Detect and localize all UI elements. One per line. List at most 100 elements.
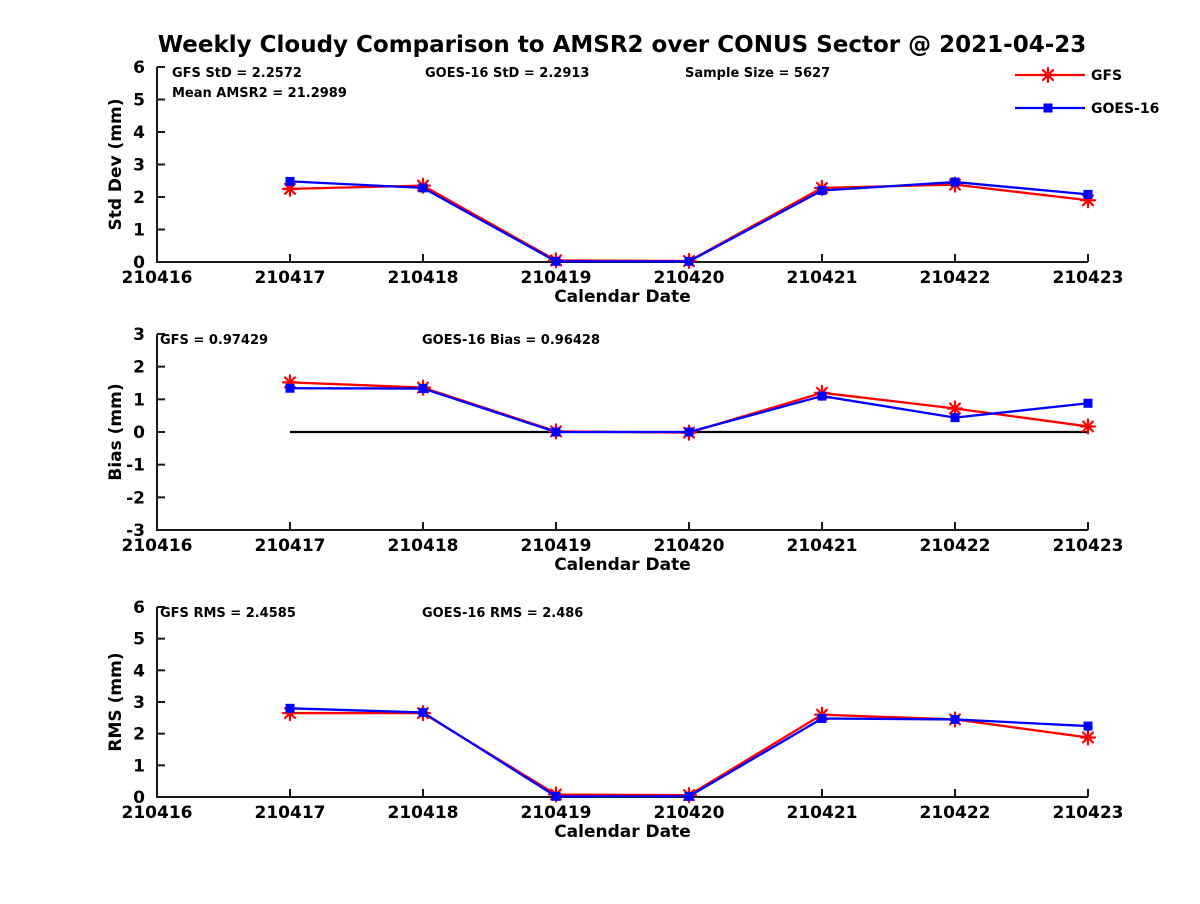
x-tick-label: 210423 — [1053, 536, 1124, 556]
marker-goes-16-210418 — [418, 707, 428, 717]
marker-goes-16-210421 — [817, 713, 827, 723]
x-axis-label: Calendar Date — [554, 555, 691, 575]
annotation: GFS RMS = 2.4585 — [160, 606, 296, 621]
series-goes-16 — [285, 383, 1093, 437]
y-tick-label: 4 — [133, 123, 145, 143]
x-tick-label: 210421 — [787, 803, 858, 823]
x-axis-label: Calendar Date — [554, 822, 691, 842]
marker-goes-16-210423 — [1083, 398, 1093, 408]
marker-goes-16-210423 — [1083, 189, 1093, 199]
x-tick-label: 210423 — [1053, 268, 1124, 288]
x-tick-label: 210417 — [255, 803, 326, 823]
x-tick-label: 210418 — [388, 536, 459, 556]
marker-goes-16-210417 — [285, 176, 295, 186]
x-tick-label: 210416 — [122, 536, 193, 556]
annotation: GOES-16 Bias = 0.96428 — [422, 333, 600, 348]
y-tick-label: 2 — [133, 725, 145, 745]
legend-marker-square — [1043, 103, 1053, 113]
x-tick-label: 210420 — [654, 536, 725, 556]
y-tick-label: 6 — [133, 58, 145, 78]
y-tick-label: 0 — [133, 423, 145, 443]
x-tick-label: 210418 — [388, 268, 459, 288]
marker-goes-16-210422 — [950, 177, 960, 187]
series-gfs — [281, 176, 1097, 270]
y-axis-label: Std Dev (mm) — [106, 98, 126, 230]
annotation: GFS StD = 2.2572 — [172, 66, 302, 81]
y-tick-label: 0 — [133, 253, 145, 273]
x-tick-label: 210417 — [255, 536, 326, 556]
series-line-gfs — [289, 183, 1089, 263]
y-tick-label: 0 — [133, 788, 145, 808]
annotation: GOES-16 RMS = 2.486 — [422, 606, 583, 621]
legend: GFS GOES-16 — [1015, 66, 1159, 117]
y-tick-label: 5 — [133, 630, 145, 650]
series-goes-16 — [285, 176, 1093, 266]
marker-goes-16-210421 — [817, 186, 827, 195]
marker-goes-16-210422 — [950, 413, 960, 423]
x-tick-label: 210421 — [787, 536, 858, 556]
subplot-3: 0 1 2 3 4 5 6 210416 210417 210418 210419 210420 210… — [106, 598, 1123, 842]
figure-title: Weekly Cloudy Comparison to AMSR2 over C… — [158, 32, 1087, 58]
annotation: GFS = 0.97429 — [160, 333, 268, 348]
x-tick-label: 210419 — [521, 803, 592, 823]
x-tick-label: 210422 — [920, 536, 991, 556]
subplot-1: 0 1 2 3 4 5 6 210416 210417 210418 210419 210420 210… — [106, 58, 1123, 307]
x-tick-label: 210420 — [654, 268, 725, 288]
marker-goes-16-210420 — [684, 427, 694, 437]
marker-goes-16-210423 — [1083, 721, 1093, 731]
marker-goes-16-210418 — [418, 183, 428, 193]
y-axis-label: RMS (mm) — [106, 652, 126, 751]
marker-goes-16-210417 — [285, 383, 295, 393]
marker-gfs-210423 — [1081, 420, 1095, 433]
marker-goes-16-210420 — [684, 791, 694, 801]
x-tick-label: 210421 — [787, 268, 858, 288]
y-tick-label: 4 — [133, 661, 145, 681]
y-tick-label: -3 — [126, 521, 145, 541]
marker-goes-16-210418 — [418, 384, 428, 394]
marker-goes-16-210419 — [551, 791, 561, 801]
y-tick-label: 1 — [133, 756, 145, 776]
x-tick-label: 210417 — [255, 268, 326, 288]
series-goes-16 — [285, 703, 1093, 801]
series-line-gfs — [290, 711, 1089, 797]
axis-frame — [156, 607, 1088, 798]
x-axis-label: Calendar Date — [554, 287, 691, 307]
x-tick-label: 210420 — [654, 803, 725, 823]
y-tick-label: 3 — [133, 693, 145, 713]
x-tick-label: 210422 — [920, 803, 991, 823]
x-tick-label: 210422 — [920, 268, 991, 288]
y-tick-label: -2 — [126, 488, 145, 508]
legend-label: GFS — [1091, 68, 1122, 84]
annotation: Mean AMSR2 = 21.2989 — [172, 86, 347, 101]
y-tick-label: 3 — [133, 156, 145, 176]
y-tick-label: 2 — [133, 188, 145, 208]
marker-goes-16-210421 — [817, 391, 827, 401]
y-tick-label: 3 — [133, 325, 145, 345]
x-tick-label: 210423 — [1053, 803, 1124, 823]
annotation: GOES-16 StD = 2.2913 — [425, 66, 589, 81]
y-tick-label: 2 — [133, 358, 145, 378]
marker-gfs-210423 — [1081, 731, 1095, 744]
marker-goes-16-210419 — [551, 427, 561, 437]
y-axis-label: Bias (mm) — [106, 383, 126, 480]
legend-marker-asterisk — [1041, 68, 1055, 82]
marker-goes-16-210420 — [684, 256, 694, 266]
marker-goes-16-210417 — [285, 703, 295, 713]
y-tick-label: 1 — [133, 221, 145, 241]
y-tick-label: 1 — [133, 390, 145, 410]
x-tick-label: 210418 — [388, 803, 459, 823]
y-tick-label: 6 — [133, 598, 145, 618]
legend-entry-gfs: GFS — [1015, 66, 1122, 84]
annotation: Sample Size = 5627 — [685, 66, 830, 81]
x-tick-label: 210419 — [521, 268, 592, 288]
y-tick-label: -1 — [126, 456, 145, 476]
marker-goes-16-210422 — [950, 714, 960, 724]
x-tick-label: 210416 — [122, 268, 193, 288]
legend-entry-goes-16: GOES-16 — [1015, 101, 1159, 117]
x-tick-label: 210419 — [521, 536, 592, 556]
marker-goes-16-210419 — [551, 256, 561, 266]
